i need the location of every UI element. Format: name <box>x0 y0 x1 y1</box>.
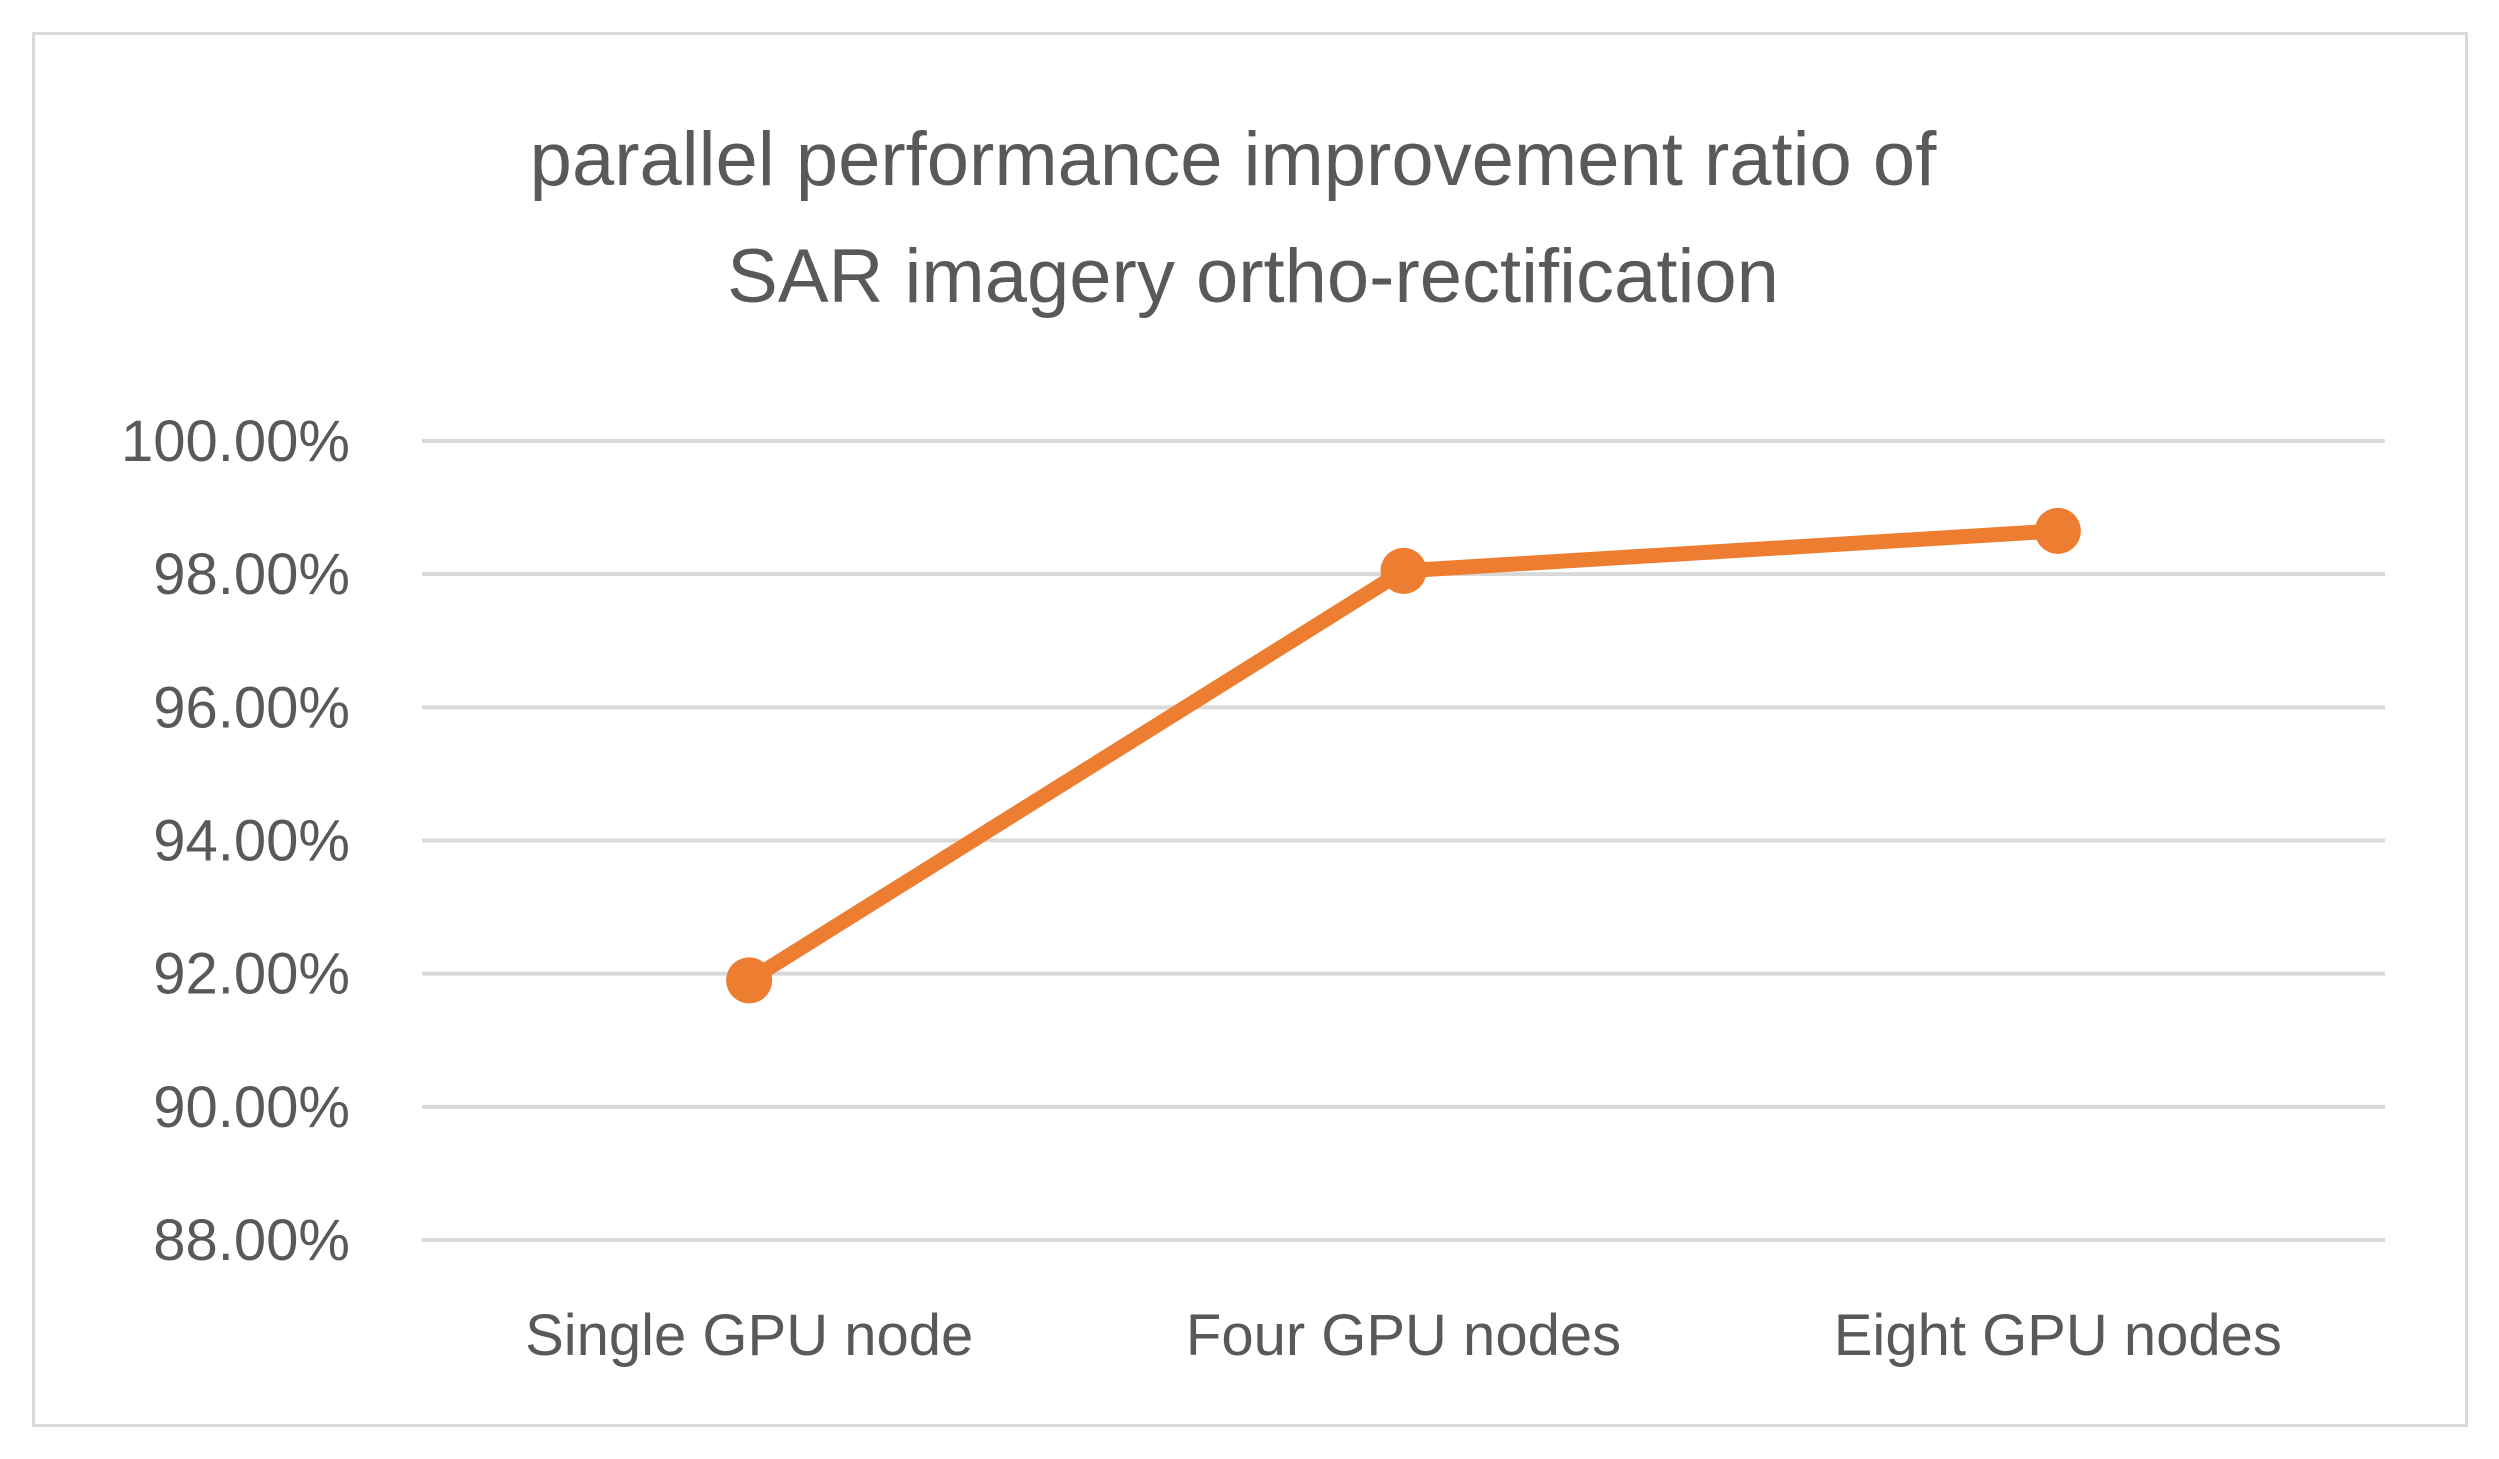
y-tick-label: 98.00% <box>153 542 350 607</box>
y-tick-label: 92.00% <box>153 942 350 1007</box>
series-line <box>741 523 2066 988</box>
data-point[interactable] <box>2034 507 2081 554</box>
chart-frame <box>32 32 2468 1427</box>
x-tick-label: Four GPU nodes <box>1186 1303 1621 1368</box>
chart-title-line-2: SAR imagery ortho-rectification <box>727 234 1779 319</box>
x-tick-label: Eight GPU nodes <box>1834 1303 2282 1368</box>
x-tick-label: Single GPU node <box>525 1303 973 1368</box>
y-axis-tick-labels: 88.00% 90.00% 92.00% 94.00% 96.00% 98.00% 100.… <box>121 409 350 1273</box>
x-axis-tick-labels: Single GPU node Four GPU nodes Eight GPU n… <box>525 1303 2282 1368</box>
y-tick-label: 96.00% <box>153 675 350 740</box>
y-tick-label: 88.00% <box>153 1208 350 1273</box>
data-point[interactable] <box>1380 547 1427 594</box>
y-tick-label: 90.00% <box>153 1075 350 1140</box>
chart-title-line-1: parallel performance improvement ratio o… <box>530 117 1938 202</box>
y-tick-label: 100.00% <box>121 409 350 474</box>
y-tick-label: 94.00% <box>153 809 350 874</box>
series-layer <box>726 507 2081 1004</box>
chart-title: parallel performance improvement ratio o… <box>530 117 1938 319</box>
data-point[interactable] <box>726 957 773 1004</box>
